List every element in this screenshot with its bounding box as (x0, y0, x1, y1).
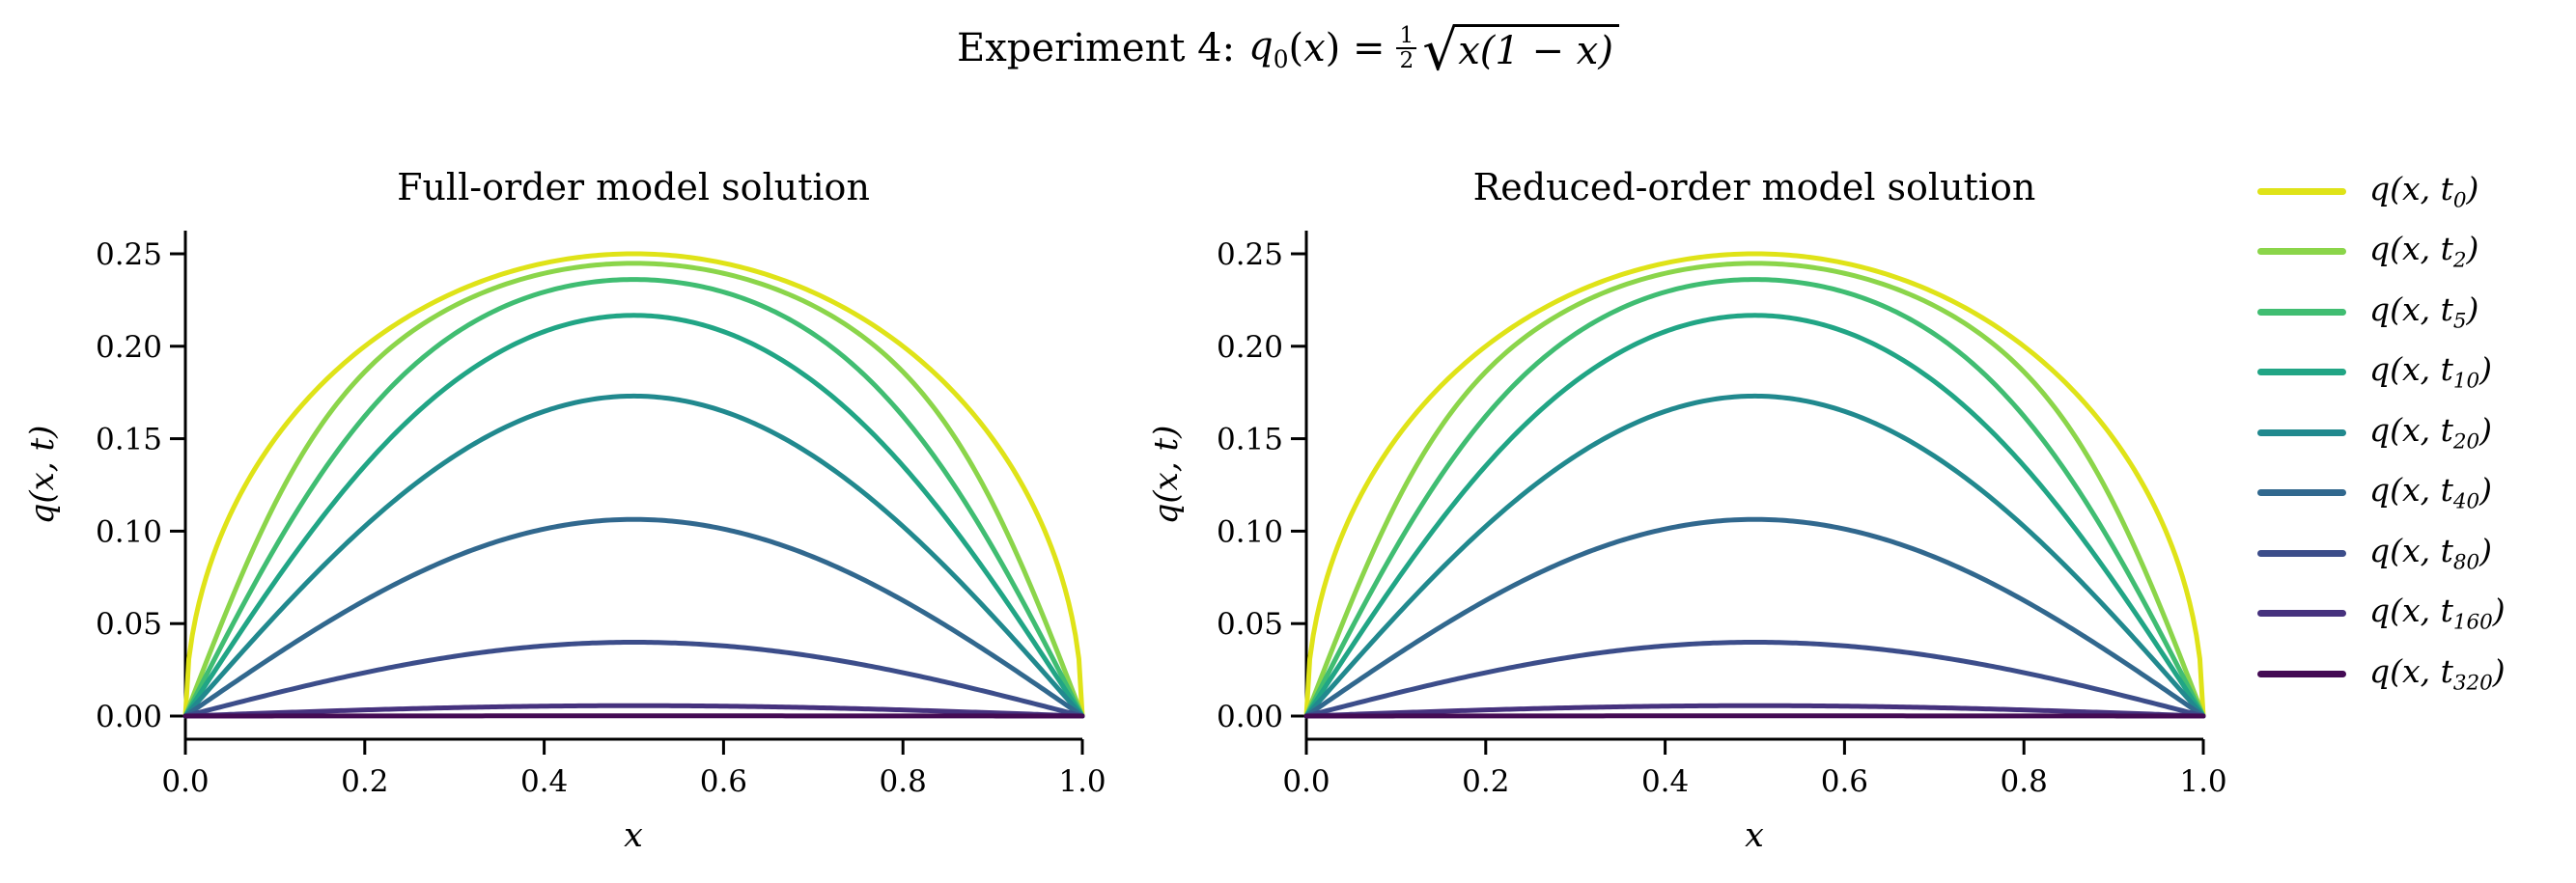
x-axis-label-full-order: x (624, 816, 643, 855)
curve-t10 (1303, 313, 2206, 719)
legend: q(x, t0) q(x, t2) q(x, t5) q(x, t10) q(x, t2… (2257, 161, 2506, 704)
legend-row-t40: q(x, t40) (2257, 463, 2506, 524)
legend-row-t0: q(x, t0) (2257, 161, 2506, 222)
axes: 0.00 0.05 0.10 0.15 0.20 0.25 0.0 0.2 0.4 0.6 0.8 1… (1217, 231, 2227, 799)
x-tick-label: 1.0 (1058, 764, 1106, 799)
x-axis-label-reduced-order: x (1745, 816, 1764, 855)
x-tick-label: 0.4 (520, 764, 568, 799)
y-tick-label: 0.25 (1217, 237, 1283, 272)
legend-swatch-t80 (2257, 549, 2346, 557)
fraction-numerator: 1 (1396, 23, 1417, 49)
legend-label-t40: q(x, t40) (2369, 471, 2493, 515)
figure-title-prefix: Experiment 4: (957, 26, 1236, 70)
legend-label-t160: q(x, t160) (2369, 592, 2506, 636)
x-tick-label: 0.8 (880, 764, 927, 799)
plot-full-order: 0.00 0.05 0.10 0.15 0.20 0.25 0.0 0.2 0.4 0.6 0.8 1… (96, 231, 1106, 799)
axes: 0.00 0.05 0.10 0.15 0.20 0.25 0.0 0.2 0.4 0.6 0.8 1… (96, 231, 1106, 799)
curve-t20 (1303, 393, 2206, 719)
curve-t160 (182, 703, 1085, 719)
legend-label-t320: q(x, t320) (2369, 651, 2506, 696)
curve-t5 (1303, 277, 2206, 719)
legend-label-t10: q(x, t10) (2369, 350, 2493, 395)
legend-row-t10: q(x, t10) (2257, 343, 2506, 403)
curve-t0 (1303, 251, 2206, 719)
legend-swatch-t2 (2257, 248, 2346, 256)
legend-label-t5: q(x, t5) (2369, 290, 2479, 334)
figure-title: Experiment 4: q0 ( x ) = 1 2 √ x(1 − x) (957, 15, 1619, 83)
legend-swatch-t40 (2257, 489, 2346, 497)
curves (1303, 251, 2206, 719)
radical-sign: √ (1422, 17, 1459, 83)
legend-swatch-t5 (2257, 308, 2346, 316)
curve-t20 (182, 393, 1085, 719)
legend-label-t20: q(x, t20) (2369, 410, 2493, 455)
legend-swatch-t20 (2257, 428, 2346, 436)
legend-label-t2: q(x, t2) (2369, 230, 2479, 274)
curve-t0 (182, 251, 1085, 719)
y-tick-label: 0.05 (96, 607, 162, 642)
legend-swatch-t0 (2257, 187, 2346, 195)
plot-title-full-order: Full-order model solution (397, 166, 870, 208)
y-tick-label: 0.20 (96, 330, 162, 365)
x-tick-label: 0.4 (1641, 764, 1689, 799)
x-tick-label: 0.6 (1821, 764, 1868, 799)
legend-row-t2: q(x, t2) (2257, 222, 2506, 283)
x-tick-label: 0.2 (1462, 764, 1509, 799)
curve-t2 (182, 261, 1085, 719)
legend-row-t320: q(x, t320) (2257, 644, 2506, 704)
fraction-denominator: 2 (1399, 47, 1414, 73)
curve-t5 (182, 277, 1085, 719)
y-axis-label-reduced-order: q(x, t) (1147, 425, 1186, 525)
legend-row-t20: q(x, t20) (2257, 402, 2506, 463)
plot-title-reduced-order: Reduced-order model solution (1472, 166, 2036, 208)
legend-label-t0: q(x, t0) (2369, 169, 2479, 213)
y-tick-label: 0.15 (1217, 423, 1283, 457)
y-tick-label: 0.10 (1217, 514, 1283, 549)
legend-swatch-t10 (2257, 369, 2346, 376)
x-tick-label: 0.0 (1282, 764, 1330, 799)
formula-open-paren: ( (1288, 26, 1304, 70)
y-axis-label-full-order: q(x, t) (23, 425, 62, 525)
formula-close-equals: ) = (1325, 26, 1386, 70)
x-tick-label: 0.8 (2001, 764, 2048, 799)
curves (182, 251, 1085, 719)
legend-row-t80: q(x, t80) (2257, 523, 2506, 584)
x-tick-label: 0.0 (161, 764, 209, 799)
y-tick-label: 0.05 (1217, 607, 1283, 642)
x-tick-label: 0.6 (700, 764, 747, 799)
plot-reduced-order: 0.00 0.05 0.10 0.15 0.20 0.25 0.0 0.2 0.4 0.6 0.8 1… (1217, 231, 2227, 799)
curve-t40 (182, 516, 1085, 719)
y-tick-label: 0.10 (96, 514, 162, 549)
formula-var: x (1303, 26, 1326, 70)
x-tick-label: 0.2 (341, 764, 388, 799)
formula-func: q0 (1248, 23, 1289, 73)
radicand: x(1 − x) (1454, 23, 1619, 73)
legend-row-t160: q(x, t160) (2257, 584, 2506, 645)
x-tick-label: 1.0 (2179, 764, 2226, 799)
legend-row-t5: q(x, t5) (2257, 282, 2506, 343)
curve-t80 (182, 640, 1085, 719)
curve-t2 (1303, 261, 2206, 719)
curve-t10 (182, 313, 1085, 719)
formula-fraction: 1 2 (1396, 23, 1417, 73)
y-tick-label: 0.00 (1217, 700, 1283, 734)
y-tick-label: 0.20 (1217, 330, 1283, 365)
curve-t160 (1303, 703, 2206, 719)
curve-t40 (1303, 516, 2206, 719)
legend-label-t80: q(x, t80) (2369, 531, 2493, 575)
y-tick-label: 0.00 (96, 700, 162, 734)
y-tick-label: 0.15 (96, 423, 162, 457)
y-tick-label: 0.25 (96, 237, 162, 272)
legend-swatch-t320 (2257, 670, 2346, 677)
curve-t80 (1303, 640, 2206, 719)
legend-swatch-t160 (2257, 610, 2346, 618)
